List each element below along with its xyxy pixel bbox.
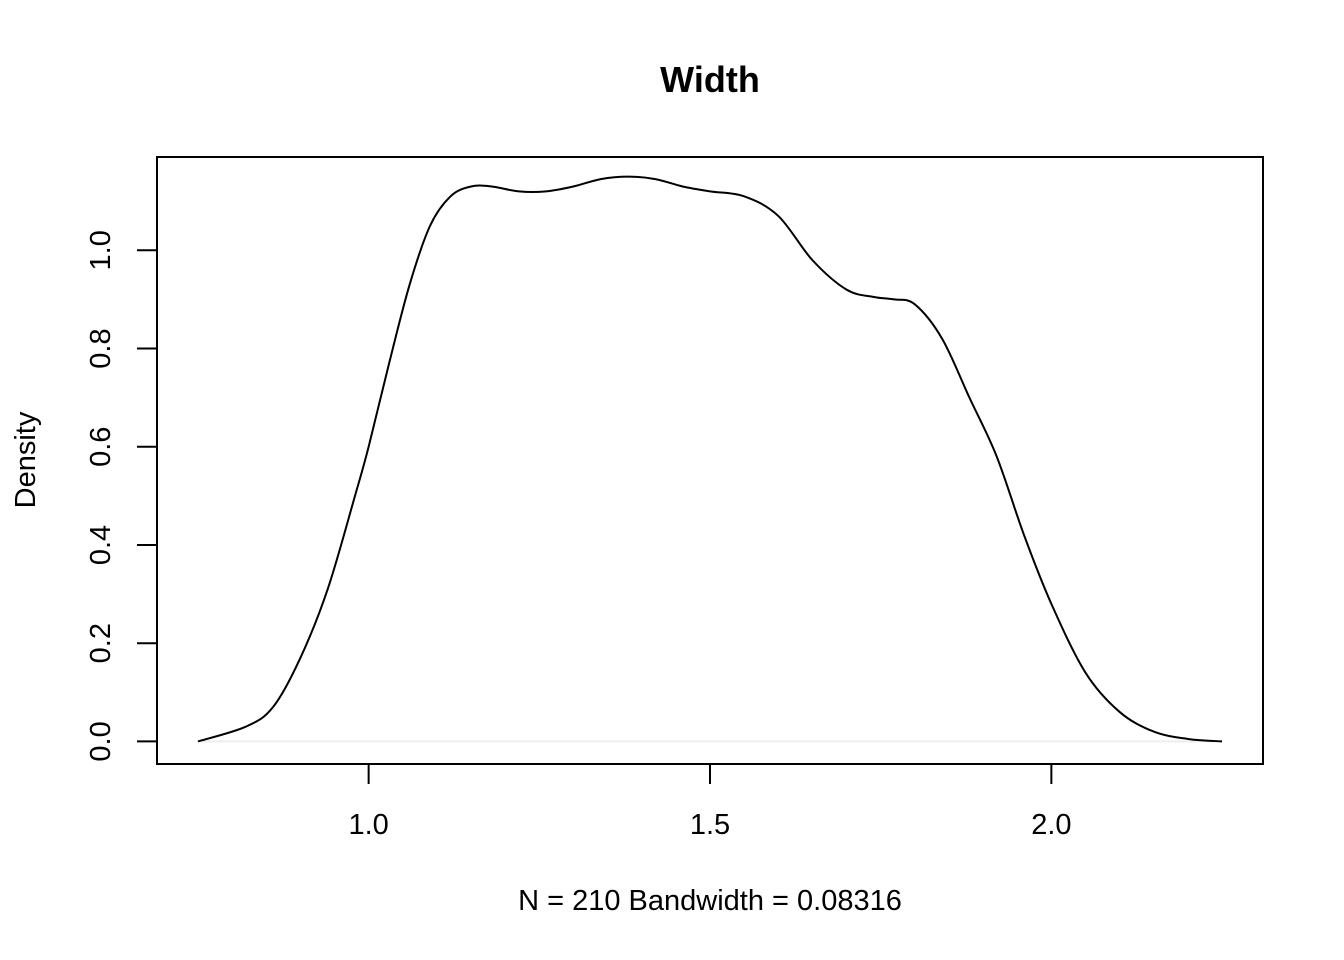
y-tick-label: 0.8: [85, 328, 117, 368]
y-tick-label: 0.2: [85, 623, 117, 663]
x-axis: 1.0 1.5 2.0: [348, 763, 1072, 841]
y-axis-label: Density: [10, 411, 42, 508]
y-tick-label: 0.0: [85, 721, 117, 761]
y-tick-label: 1.0: [85, 230, 117, 270]
density-curve: [197, 175, 1223, 743]
x-tick-label: 1.0: [348, 809, 388, 841]
plot-frame: [156, 156, 1264, 765]
y-axis: 0.0 0.2 0.4 0.6 0.8 1.0: [85, 230, 158, 762]
chart-title: Width: [660, 59, 760, 100]
y-tick-label: 0.6: [85, 427, 117, 467]
y-tick-label: 0.4: [85, 525, 117, 565]
x-axis-label: N = 210 Bandwidth = 0.08316: [518, 885, 902, 917]
x-tick-label: 1.5: [690, 809, 730, 841]
x-tick-label: 2.0: [1031, 809, 1071, 841]
